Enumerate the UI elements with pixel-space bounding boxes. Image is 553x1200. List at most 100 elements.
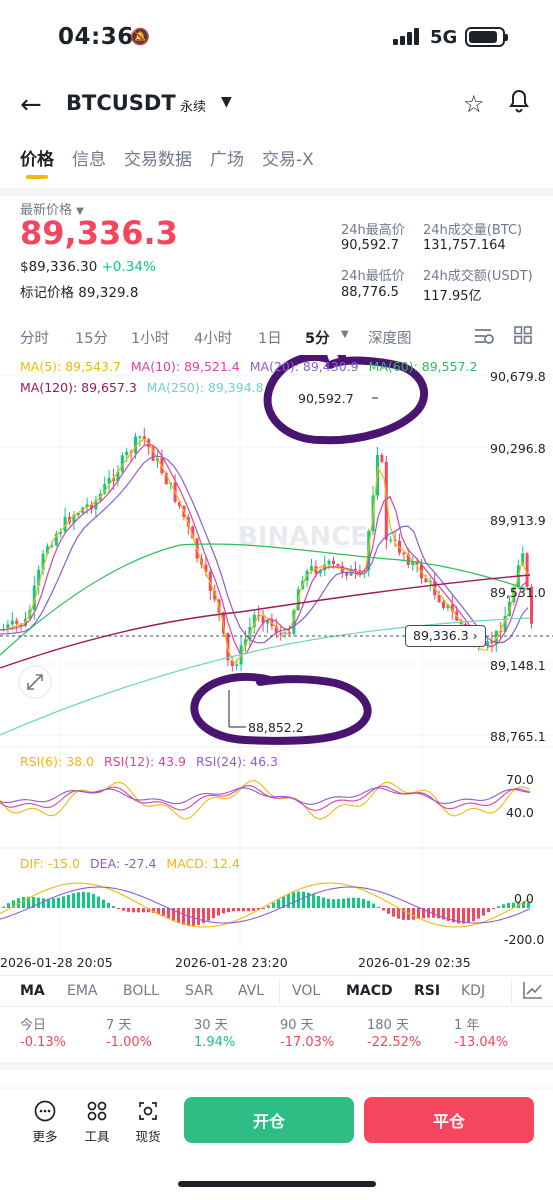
back-arrow-icon[interactable]: ←	[20, 90, 42, 120]
star-icon[interactable]: ☆	[463, 90, 485, 118]
price-tick: 89,913.9	[490, 513, 546, 528]
spot-button[interactable]: 现货	[133, 1100, 163, 1145]
candle-body	[134, 436, 137, 453]
macd-bar	[132, 908, 135, 913]
indicator-settings-icon[interactable]	[473, 326, 495, 350]
macd-bar	[432, 908, 435, 918]
interval-4h[interactable]: 4小时	[194, 331, 233, 347]
candle-body	[32, 585, 36, 610]
interval-15m[interactable]: 15分	[75, 331, 108, 347]
macd-bar	[482, 908, 485, 916]
candle-body	[327, 560, 331, 565]
time-tick: 2026-01-29 02:35	[358, 955, 471, 970]
macd-bar	[247, 908, 250, 912]
indicator-ma[interactable]: MA	[20, 983, 45, 999]
depth-chart-tab[interactable]: 深度图	[368, 331, 412, 347]
caret-down-icon[interactable]: ▼	[221, 94, 232, 110]
macd-bar	[467, 908, 470, 923]
more-button[interactable]: 更多	[30, 1100, 60, 1145]
candle-body	[274, 626, 278, 634]
current-price-tag[interactable]: 89,336.3 ›	[405, 625, 486, 647]
kline-chart[interactable]: BINANCE 90,592.7 88,852.2	[0, 355, 553, 955]
macd-bar	[32, 897, 35, 908]
macd-bar	[477, 908, 480, 919]
interval-more-caret-icon[interactable]: ▼	[341, 329, 349, 340]
macd-bar	[232, 908, 235, 912]
macd-bar	[412, 908, 415, 920]
tab-info[interactable]: 信息	[72, 150, 106, 170]
macd-bar	[267, 905, 270, 908]
indicator-boll[interactable]: BOLL	[123, 983, 159, 999]
indicator-vol[interactable]: VOL	[292, 983, 321, 999]
tab-square[interactable]: 广场	[210, 150, 244, 170]
tab-trade-x[interactable]: 交易-X	[262, 150, 314, 170]
macd-bar	[427, 908, 430, 918]
contract-type[interactable]: 永续	[180, 100, 207, 115]
symbol-title[interactable]: BTCUSDT	[66, 91, 176, 115]
macd-bar	[37, 897, 40, 908]
candle-body	[389, 539, 393, 542]
divider	[0, 1062, 553, 1070]
ma250-line	[0, 617, 531, 736]
vol-usdt-value: 117.95亿	[423, 289, 482, 304]
candle-body	[323, 564, 327, 571]
high-label: 24h最高价	[341, 223, 405, 238]
macd-bar	[2, 906, 5, 908]
candle-body	[112, 477, 115, 482]
candle-body	[76, 513, 80, 516]
status-time: 04:36	[58, 24, 134, 50]
interval-5m[interactable]: 5分	[305, 331, 330, 347]
macd-bar	[137, 908, 140, 913]
macd-bar	[327, 898, 330, 908]
candle-body	[244, 639, 247, 646]
expand-chart-icon[interactable]	[18, 665, 52, 699]
tab-price[interactable]: 价格	[20, 145, 54, 179]
interval-1h[interactable]: 1小时	[131, 331, 170, 347]
indicator-ema[interactable]: EMA	[67, 983, 98, 999]
bell-icon[interactable]	[507, 88, 531, 120]
time-tick: 2026-01-28 23:20	[175, 955, 288, 970]
candle-body	[266, 620, 269, 624]
macd-bar	[382, 908, 385, 911]
indicator-sar[interactable]: SAR	[185, 983, 214, 999]
tools-button[interactable]: 工具	[82, 1100, 112, 1145]
ma20-line	[0, 455, 529, 644]
candle-body	[490, 641, 494, 644]
interval-1d[interactable]: 1日	[258, 331, 282, 347]
macd-bar	[352, 897, 355, 908]
candle-body	[345, 572, 349, 576]
open-position-button[interactable]: 开仓	[184, 1097, 354, 1143]
macd-bar	[272, 902, 275, 908]
vol-btc-label: 24h成交量(BTC)	[423, 223, 523, 238]
candle-body	[125, 451, 129, 456]
indicator-kdj[interactable]: KDJ	[461, 983, 486, 999]
chart-style-icon[interactable]	[522, 980, 544, 1004]
vol-btc-value: 131,757.164	[423, 238, 506, 253]
ma250-legend: MA(250): 89,394.8	[146, 380, 264, 395]
candle-body	[336, 563, 340, 566]
price-tick: 88,765.1	[490, 729, 546, 744]
perf-value: -0.13%	[20, 1035, 66, 1050]
high-marker-label: 90,592.7	[298, 391, 354, 406]
rsi6-line	[0, 780, 531, 820]
candle-body	[424, 578, 428, 583]
candle-body	[15, 620, 19, 624]
candle-body	[292, 610, 296, 634]
tab-trading-data[interactable]: 交易数据	[124, 150, 192, 170]
interval-fenshi[interactable]: 分时	[20, 331, 49, 347]
indicator-macd[interactable]: MACD	[346, 983, 393, 999]
layout-grid-icon[interactable]	[514, 326, 532, 348]
candle-body	[90, 504, 93, 510]
indicator-rsi[interactable]: RSI	[414, 983, 441, 999]
candle-body	[288, 632, 291, 634]
rsi-tick: 40.0	[506, 805, 534, 820]
rsi-tick: 70.0	[506, 772, 534, 787]
ma20-legend: MA(20): 89,430.9	[249, 359, 359, 374]
macd-bar	[87, 892, 90, 908]
indicator-avl[interactable]: AVL	[238, 983, 265, 999]
macd-bar	[502, 904, 505, 908]
last-price-label[interactable]: 最新价格 ▼	[20, 203, 84, 218]
more-icon	[30, 1100, 60, 1126]
close-position-button[interactable]: 平仓	[364, 1097, 534, 1143]
macd-bar	[202, 908, 205, 924]
